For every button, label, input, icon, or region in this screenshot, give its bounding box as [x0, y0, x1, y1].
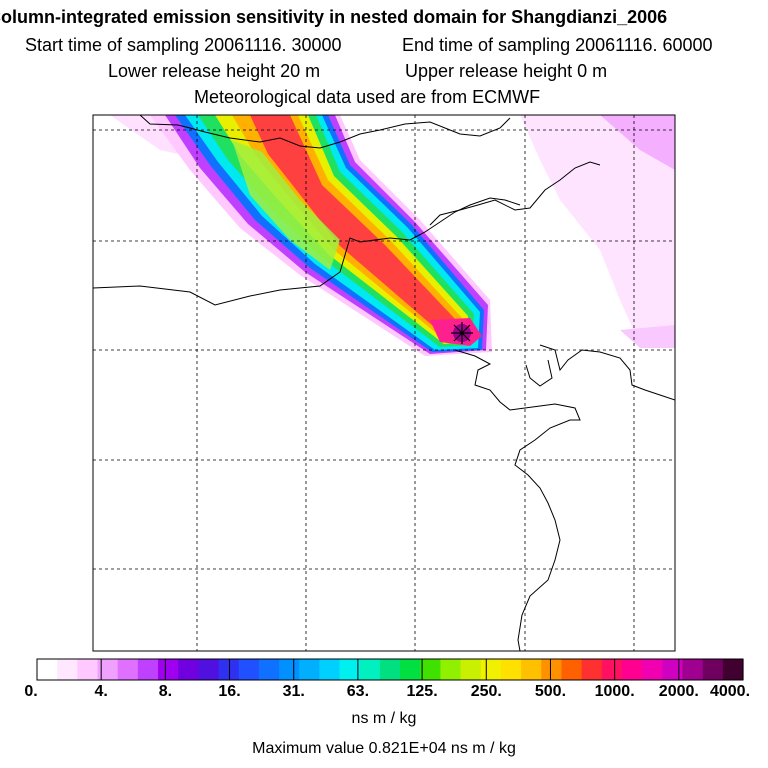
lower-release-height-label: Lower release height 20 m	[108, 61, 321, 81]
colorbar-swatch	[561, 659, 583, 680]
receptor-marker	[451, 322, 473, 344]
colorbar-tick-label: 0.	[24, 683, 38, 700]
upper-release-height-label: Upper release height 0 m	[405, 61, 608, 81]
colorbar-swatch	[521, 659, 542, 680]
colorbar-tick-label: 500.	[534, 683, 567, 700]
colorbar-swatch	[238, 659, 260, 680]
colorbar-swatch	[137, 659, 159, 680]
end-time-label: End time of sampling 20061116. 60000	[402, 35, 713, 55]
plume-band-core-left-green	[232, 140, 340, 270]
colorbar-tick-label: 8.	[158, 683, 173, 700]
colorbar-swatch	[541, 659, 563, 680]
colorbar-swatch	[601, 659, 623, 680]
plume-layer	[110, 115, 675, 356]
colorbar-swatch	[702, 659, 724, 680]
colorbar-tick-label: 4000.	[709, 683, 751, 700]
colorbar-tick-label: 4.	[94, 683, 108, 700]
met-data-label: Meteorological data used are from ECMWF	[194, 87, 541, 107]
colorbar-tick-label: 125.	[406, 683, 438, 700]
colorbar-tick-label: 1000.	[594, 683, 635, 700]
coastline-east	[454, 349, 581, 651]
colorbar-swatch	[662, 659, 684, 680]
chart-title: Column-integrated emission sensitivity i…	[0, 7, 668, 27]
colorbar-swatch	[77, 659, 99, 680]
colorbar-swatch	[258, 659, 280, 680]
colorbar-swatch	[198, 659, 220, 680]
colorbar-swatch	[460, 659, 482, 680]
colorbar-swatch	[642, 659, 663, 680]
colorbar-swatch	[500, 659, 522, 680]
colorbar-swatch	[722, 659, 744, 680]
faint-sensitivity-patch-east	[520, 115, 675, 345]
colorbar-frame	[36, 658, 744, 681]
colorbar-swatch	[117, 659, 139, 680]
colorbar-tick-label: 31.	[282, 683, 305, 700]
colorbar-swatch	[319, 659, 341, 680]
colorbar-swatch	[480, 659, 502, 680]
colorbar-swatch	[279, 659, 300, 680]
colorbar-swatches	[37, 659, 744, 680]
colorbar-swatch	[682, 659, 704, 680]
colorbar-swatch	[379, 659, 401, 680]
colorbar-swatch	[420, 659, 442, 680]
sensitivity-patch-northeast	[600, 115, 675, 170]
colorbar-swatch	[621, 659, 643, 680]
colorbar-swatch	[178, 659, 199, 680]
colorbar-swatch	[218, 659, 240, 680]
colorbar-swatch	[581, 659, 603, 680]
colorbar-swatch	[440, 659, 462, 680]
border-line-north	[93, 197, 521, 306]
coastlines	[93, 115, 675, 651]
sensitivity-patch-south-east	[620, 325, 675, 348]
coastline-korea-inner	[525, 359, 553, 387]
colorbar-tick-label: 63.	[346, 683, 370, 700]
maximum-value-label: Maximum value 0.821E+04 ns m / kg	[252, 740, 516, 757]
border-line-east	[429, 161, 601, 226]
colorbar-unit-label: ns m / kg	[351, 710, 417, 727]
colorbar-swatch	[400, 659, 421, 680]
colorbar-tick-label: 16.	[218, 683, 241, 700]
colorbar-dividers	[100, 659, 680, 680]
grid-lines	[93, 115, 675, 651]
colorbar-swatch	[57, 659, 78, 680]
colorbar-swatch	[158, 659, 179, 680]
start-time-label: Start time of sampling 20061116. 30000	[25, 35, 342, 55]
colorbar-swatch	[299, 659, 320, 680]
border-line-upper	[139, 115, 511, 149]
plume-band-red	[250, 115, 456, 339]
colorbar-swatch	[37, 659, 58, 680]
colorbar-tick-label: 250.	[470, 683, 502, 700]
colorbar-swatch	[339, 659, 361, 680]
map-frame	[92, 114, 676, 652]
colorbar-tick-label: 2000.	[658, 683, 699, 700]
coastline-korea	[539, 344, 675, 401]
colorbar-swatch	[97, 659, 119, 680]
colorbar-swatch	[359, 659, 381, 680]
